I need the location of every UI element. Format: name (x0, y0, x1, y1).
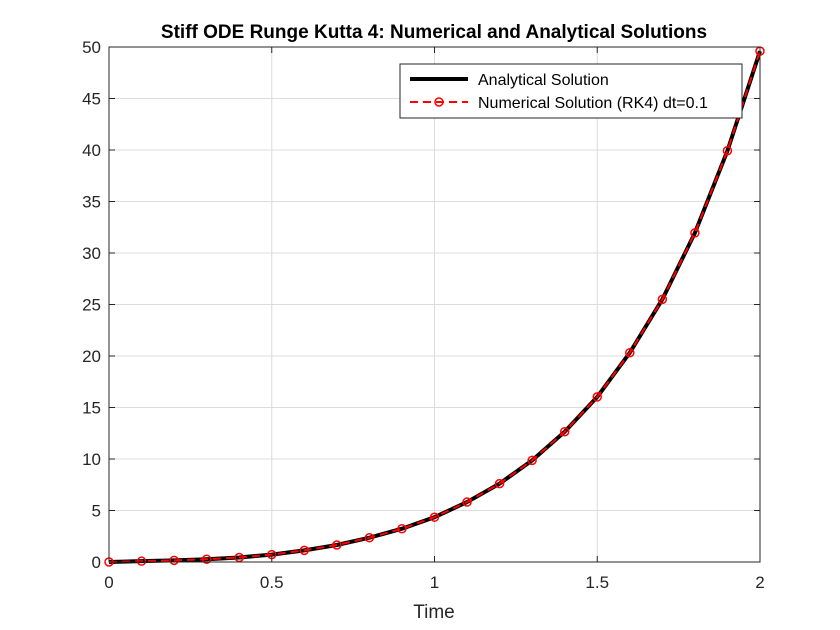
y-tick-label: 10 (82, 450, 101, 469)
legend: Analytical Solution Numerical Solution (… (399, 63, 743, 119)
numerical-solution-point (364, 532, 375, 543)
legend-label-numerical: Numerical Solution (RK4) dt=0.1 (478, 95, 708, 112)
series-layer (104, 46, 765, 567)
y-tick-label: 25 (82, 296, 101, 315)
y-tick-label: 45 (82, 90, 101, 109)
y-tick-label: 30 (82, 244, 101, 263)
numerical-solution-point (592, 392, 602, 402)
y-tick-label: 50 (82, 38, 101, 57)
numerical-solution-point (299, 545, 310, 556)
x-tick-label: 0.5 (260, 573, 284, 592)
numerical-solution-point (625, 347, 635, 358)
numerical-solution-point (201, 554, 212, 564)
numerical-solution-point (657, 294, 668, 305)
numerical-solution-line (108, 50, 761, 563)
plot-area (104, 46, 765, 567)
tick-marks (108, 46, 761, 563)
x-tick-label: 2 (755, 573, 764, 592)
numerical-solution-point (234, 552, 244, 563)
x-tick-label: 1.5 (585, 573, 609, 592)
y-tick-label: 35 (82, 193, 101, 212)
numerical-solution-point (169, 555, 179, 566)
numerical-solution-point (690, 228, 700, 238)
legend-label-analytical: Analytical Solution (478, 72, 609, 89)
numerical-solution-point (429, 512, 440, 522)
y-tick-label: 20 (82, 347, 101, 366)
numerical-solution-point (332, 540, 342, 550)
numerical-solution-point (136, 556, 147, 566)
chart-title: Stiff ODE Runge Kutta 4: Numerical and A… (161, 22, 707, 43)
legend-box (399, 63, 743, 119)
y-tick-label: 15 (82, 399, 101, 418)
x-tick-label: 0 (104, 573, 113, 592)
y-tick-label: 0 (92, 553, 101, 572)
y-tick-label: 5 (92, 502, 101, 521)
numerical-solution-point (527, 455, 537, 466)
y-tick-labels: 0 5 10 15 20 25 30 35 40 45 50 (82, 38, 101, 572)
numerical-solution-point (397, 523, 407, 534)
numerical-solution-point (559, 426, 570, 437)
numerical-solution-point (494, 478, 505, 489)
y-tick-label: 40 (82, 141, 101, 160)
numerical-solution-point (722, 145, 733, 156)
numerical-solution-point (462, 497, 472, 507)
x-tick-labels: 0 0.5 1 1.5 2 (104, 573, 764, 592)
x-axis-title: Time (413, 602, 455, 623)
legend-marker-numerical (434, 97, 444, 107)
x-tick-label: 1 (430, 573, 439, 592)
